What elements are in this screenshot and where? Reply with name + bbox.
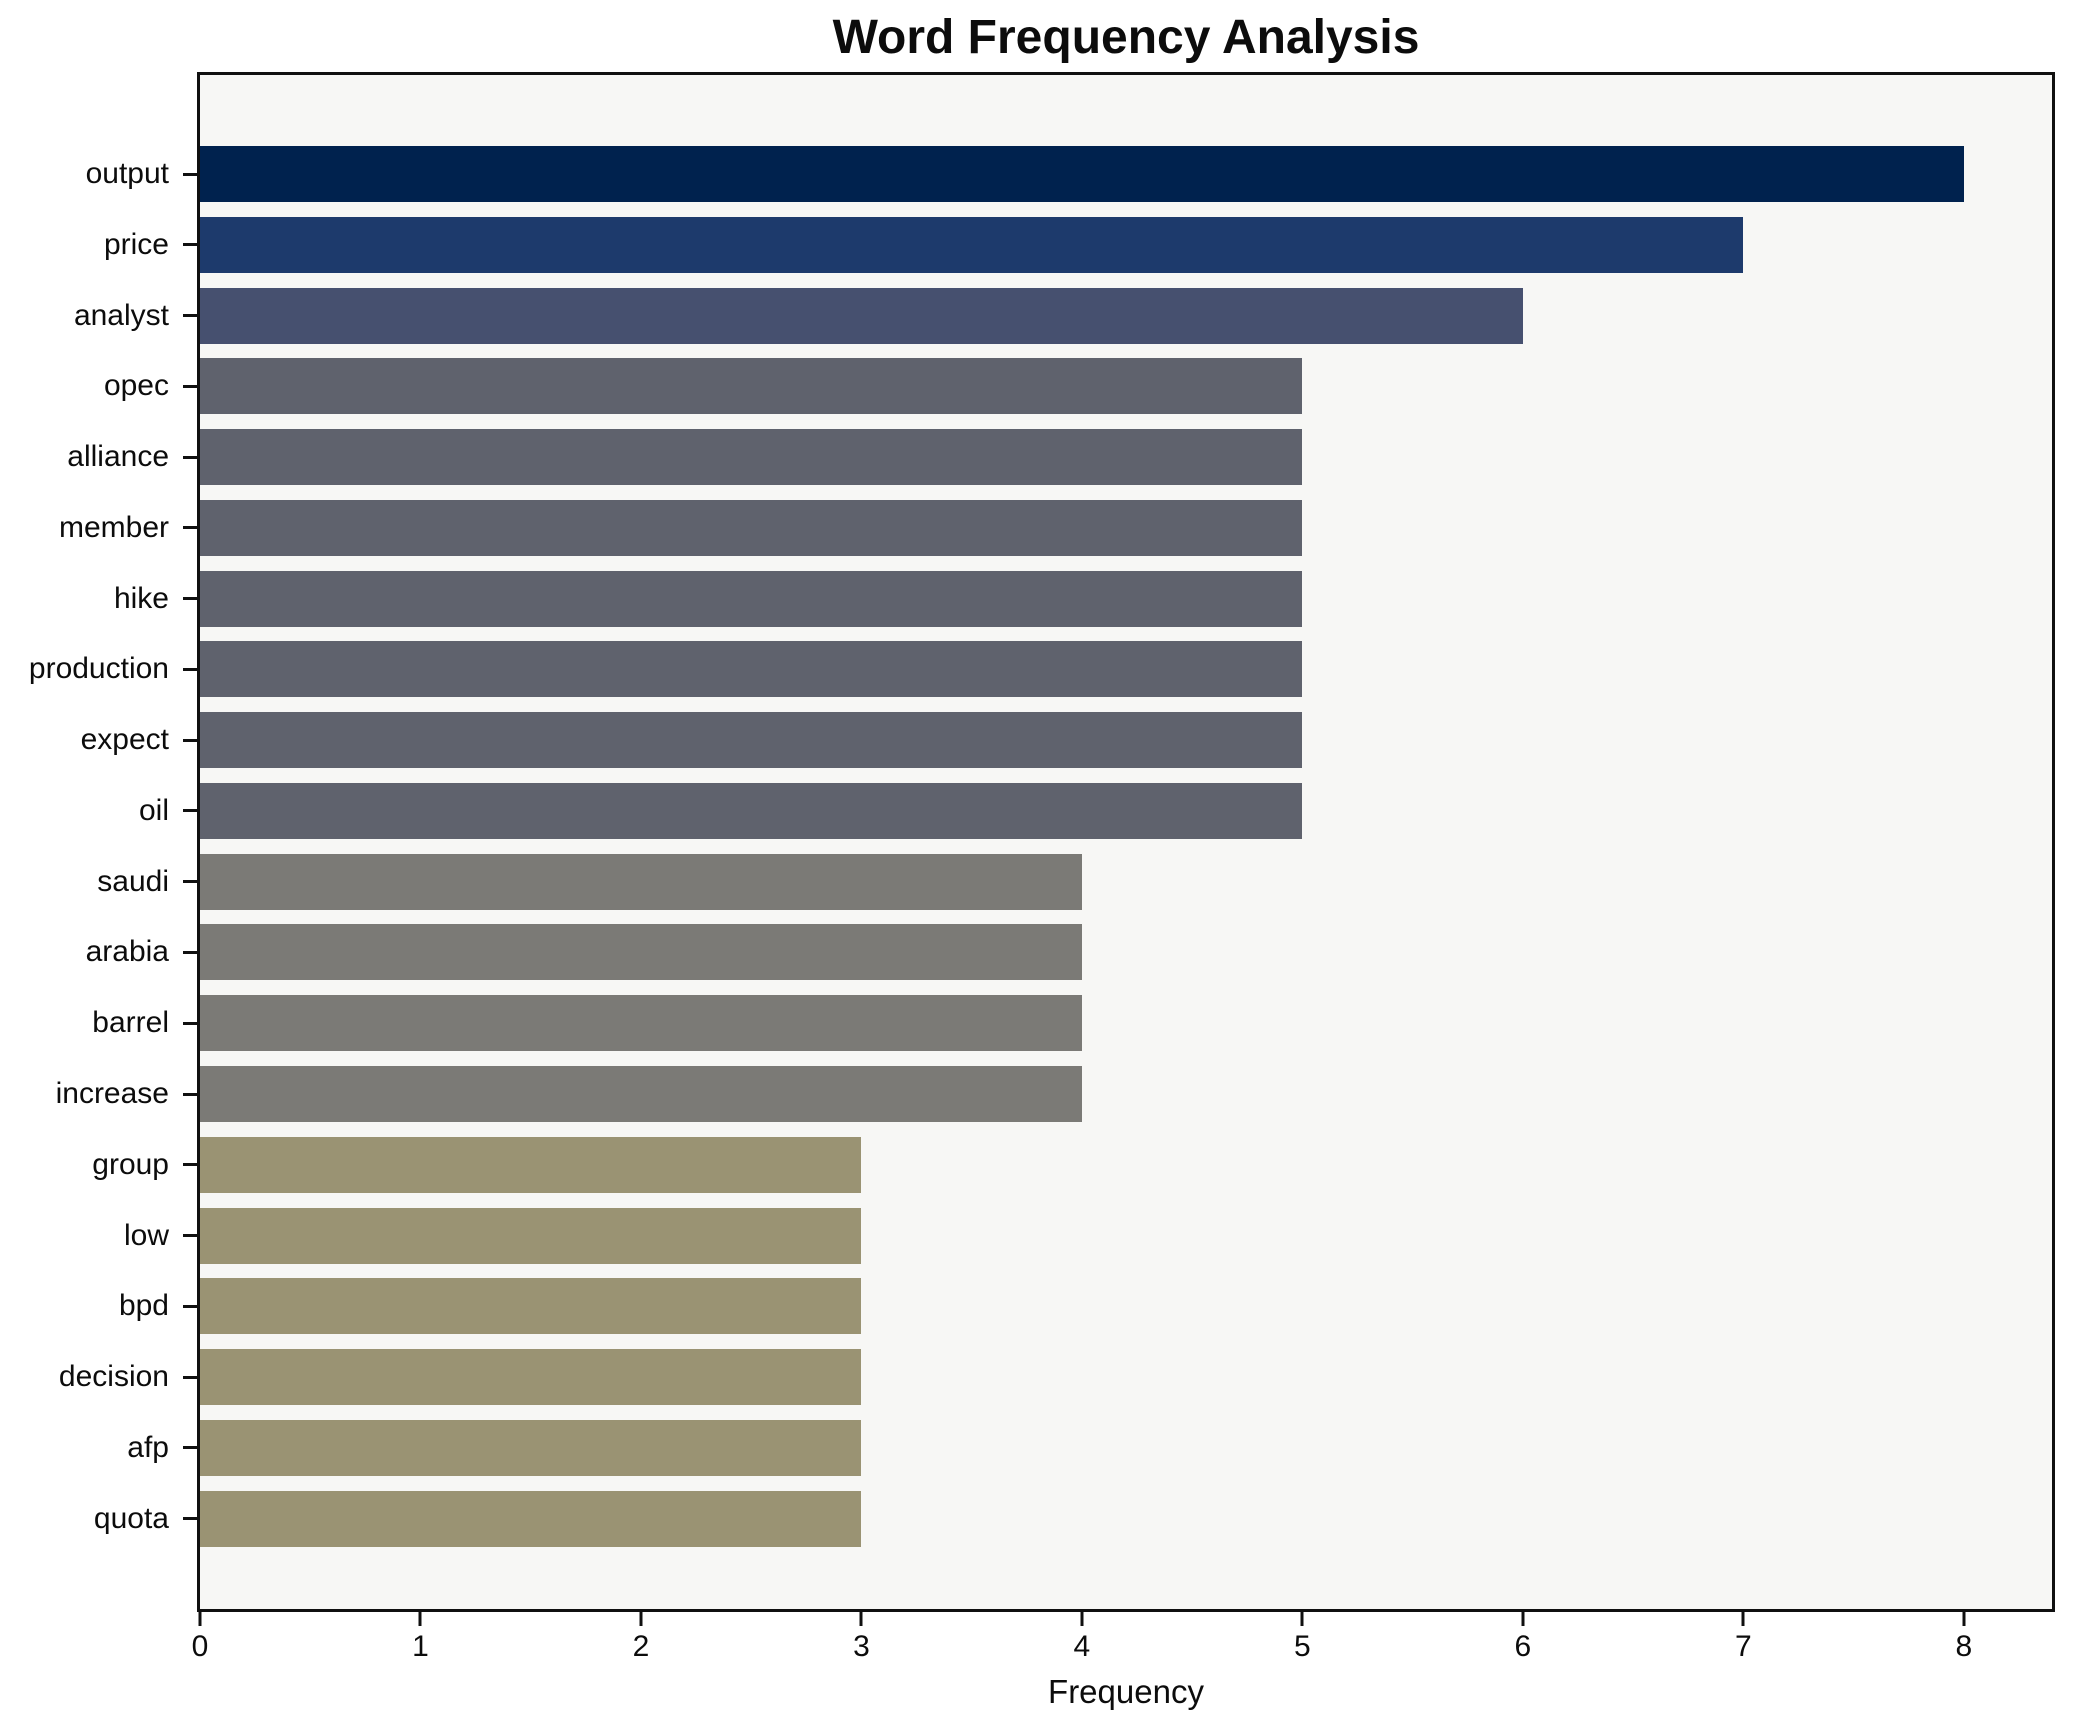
bar-expect <box>200 712 1303 769</box>
bar-afp <box>200 1419 862 1476</box>
y-tick-label-barrel: barrel <box>92 1006 169 1040</box>
y-tick-mark <box>183 1234 197 1238</box>
y-tick-mark <box>183 1375 197 1379</box>
bar-analyst <box>200 287 1523 344</box>
y-tick-mark <box>183 1163 197 1167</box>
x-tick-label-5: 5 <box>1294 1630 1311 1663</box>
x-tick-label-6: 6 <box>1514 1630 1532 1663</box>
x-tick-mark <box>418 1612 422 1626</box>
y-tick-mark <box>183 738 197 742</box>
y-tick-label-low: low <box>123 1218 169 1252</box>
y-tick-mark <box>183 1517 197 1521</box>
x-tick-label-4: 4 <box>1073 1630 1091 1663</box>
x-tick-mark <box>198 1612 202 1626</box>
bar-price <box>200 216 1744 273</box>
y-tick-label-decision: decision <box>58 1360 169 1394</box>
bar-quota <box>200 1490 862 1547</box>
y-tick-mark <box>183 455 197 459</box>
y-tick-label-hike: hike <box>113 581 169 615</box>
y-tick-mark <box>183 1021 197 1025</box>
x-tick-label-2: 2 <box>632 1630 650 1663</box>
y-tick-label-afp: afp <box>127 1430 169 1464</box>
y-tick-label-output: output <box>85 157 169 190</box>
bar-saudi <box>200 853 1082 910</box>
y-tick-label-quota: quota <box>93 1501 169 1535</box>
x-tick-label-8: 8 <box>1955 1630 1973 1663</box>
y-tick-label-increase: increase <box>55 1077 169 1110</box>
y-tick-mark <box>183 1092 197 1096</box>
x-tick-mark <box>1741 1612 1745 1626</box>
y-tick-label-arabia: arabia <box>85 935 169 969</box>
y-tick-label-oil: oil <box>138 793 169 827</box>
y-tick-mark <box>183 667 197 671</box>
y-tick-mark <box>183 384 197 388</box>
y-tick-mark <box>183 597 197 601</box>
bars-layer <box>200 75 2052 1609</box>
bar-member <box>200 499 1303 556</box>
y-tick-label-group: group <box>92 1147 169 1181</box>
x-axis: 0 1 2 3 4 5 6 7 8 <box>192 1612 2055 1682</box>
bar-output <box>200 146 1964 202</box>
x-tick-mark <box>639 1612 643 1626</box>
y-axis: output price analyst opec alliance member hike… <box>0 72 197 1612</box>
y-tick-mark <box>183 314 197 318</box>
y-tick-mark <box>183 950 197 954</box>
y-tick-label-alliance: alliance <box>67 440 169 474</box>
y-tick-mark <box>183 809 197 813</box>
bar-increase <box>200 1066 1082 1122</box>
x-tick-mark <box>1521 1612 1525 1626</box>
x-tick-mark <box>1080 1612 1084 1626</box>
x-tick-label-1: 1 <box>412 1630 429 1663</box>
bar-decision <box>200 1349 862 1406</box>
bar-hike <box>200 570 1303 627</box>
y-tick-mark <box>183 243 197 247</box>
bar-opec <box>200 358 1303 415</box>
y-tick-mark <box>183 526 197 530</box>
y-tick-mark <box>183 880 197 884</box>
y-tick-mark <box>183 172 197 176</box>
y-tick-mark <box>183 1304 197 1308</box>
bar-low <box>200 1207 862 1264</box>
bar-production <box>200 641 1303 698</box>
x-tick-mark <box>1962 1612 1966 1626</box>
y-tick-label-bpd: bpd <box>118 1289 169 1323</box>
x-tick-label-7: 7 <box>1734 1630 1752 1663</box>
y-tick-label-member: member <box>58 510 169 544</box>
x-tick-label-3: 3 <box>853 1630 870 1663</box>
x-tick-mark <box>1300 1612 1304 1626</box>
y-tick-label-price: price <box>103 227 169 261</box>
y-tick-label-analyst: analyst <box>73 298 169 332</box>
y-tick-label-opec: opec <box>103 369 169 403</box>
bar-bpd <box>200 1278 862 1335</box>
bar-alliance <box>200 429 1303 486</box>
bar-oil <box>200 782 1303 839</box>
bar-group <box>200 1136 862 1193</box>
bar-barrel <box>200 995 1082 1052</box>
plot-area <box>197 72 2055 1612</box>
chart-title: Word Frequency Analysis <box>832 11 1420 64</box>
y-tick-label-production: production <box>28 652 169 686</box>
x-tick-mark <box>859 1612 863 1626</box>
x-axis-label: Frequency <box>1048 1673 1204 1710</box>
y-tick-label-expect: expect <box>80 723 169 757</box>
y-tick-label-saudi: saudi <box>97 864 169 898</box>
bar-arabia <box>200 924 1082 981</box>
x-tick-label-0: 0 <box>191 1630 209 1663</box>
y-tick-mark <box>183 1446 197 1450</box>
